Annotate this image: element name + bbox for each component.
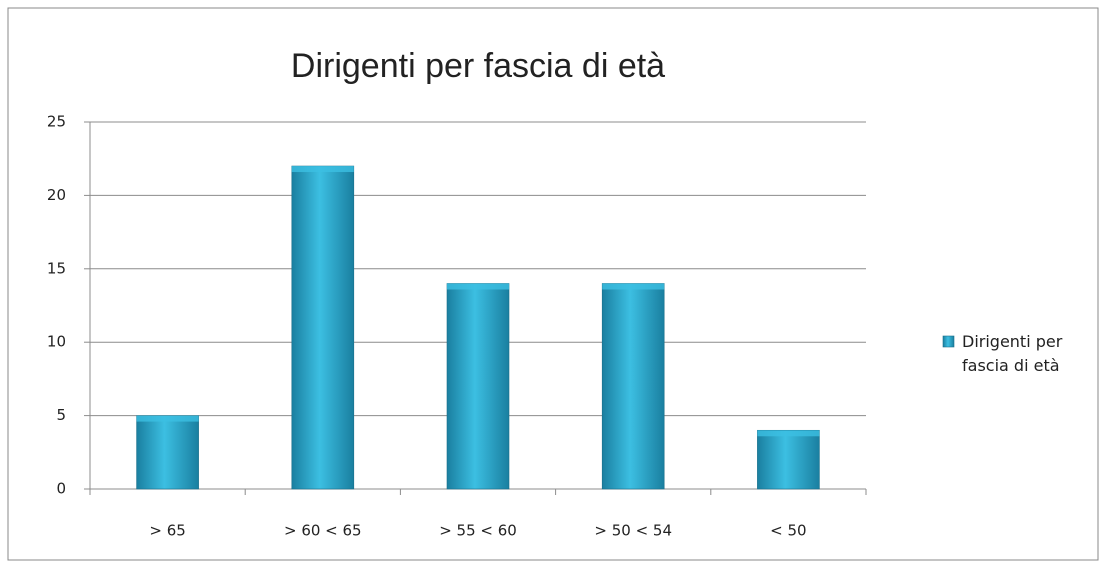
y-tick-label: 15 [47, 259, 66, 277]
chart-title: Dirigenti per fascia di età [291, 47, 665, 85]
y-tick-label: 25 [47, 113, 66, 131]
bar [446, 283, 510, 490]
x-tick-label: > 60 < 65 [284, 522, 362, 540]
bar [601, 283, 665, 490]
y-tick-label: 5 [56, 406, 66, 424]
y-tick-label: 0 [56, 480, 66, 498]
bar-cap [602, 283, 665, 290]
bar-cap [447, 283, 509, 290]
x-tick-label: > 50 < 54 [594, 522, 672, 540]
bar-cap [757, 430, 820, 437]
x-tick-label: < 50 [770, 522, 806, 540]
bar [291, 165, 355, 490]
x-tick-label: > 65 [149, 522, 185, 540]
legend-label: Dirigenti per fascia di età [962, 332, 1063, 375]
bar-cap [291, 166, 354, 173]
bar [136, 415, 199, 490]
bar-cap [136, 415, 199, 422]
bar [757, 429, 820, 490]
y-tick-label: 20 [47, 186, 66, 204]
x-tick-label: > 55 < 60 [439, 522, 517, 540]
legend-marker [942, 335, 955, 348]
y-tick-label: 10 [47, 333, 66, 351]
